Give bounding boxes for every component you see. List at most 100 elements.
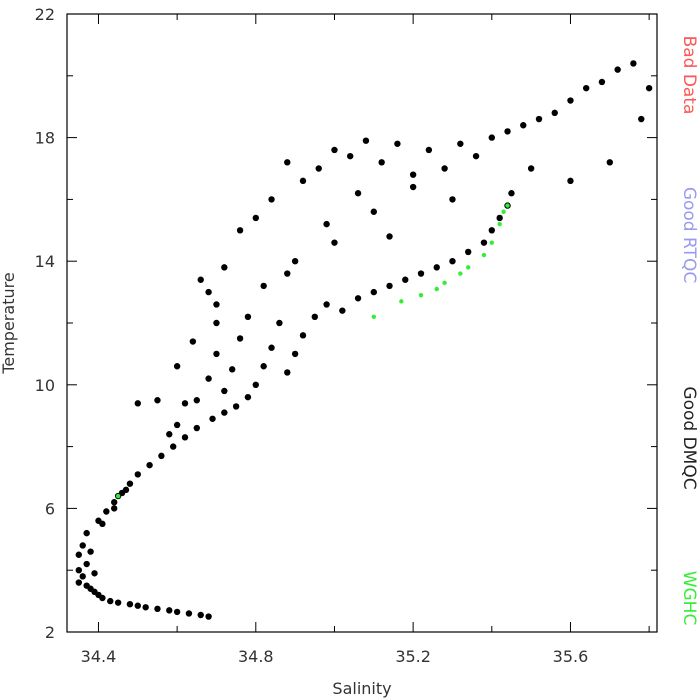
data-point xyxy=(311,313,318,321)
data-point xyxy=(291,258,299,265)
data-point xyxy=(173,608,181,616)
data-point xyxy=(481,252,487,258)
data-point xyxy=(458,271,463,276)
data-point xyxy=(122,486,130,494)
legend-entry: Good DMQC xyxy=(679,386,699,489)
data-point xyxy=(386,233,393,240)
data-point xyxy=(354,295,362,302)
data-point xyxy=(630,60,637,67)
legend-entry: Bad Data xyxy=(679,36,699,115)
data-point xyxy=(489,240,494,245)
data-point xyxy=(158,452,165,460)
data-point xyxy=(501,209,506,214)
data-point xyxy=(142,604,149,611)
data-point xyxy=(232,403,240,410)
data-point xyxy=(236,335,244,342)
data-point xyxy=(134,471,141,478)
data-point xyxy=(505,203,510,208)
data-point xyxy=(371,314,376,320)
data-point xyxy=(466,265,471,270)
data-point xyxy=(205,375,212,382)
data-point xyxy=(115,493,121,499)
data-point xyxy=(284,270,291,277)
data-point xyxy=(441,165,448,172)
data-point xyxy=(244,313,252,321)
data-point xyxy=(645,84,653,92)
data-point xyxy=(409,171,417,178)
data-point xyxy=(166,607,173,614)
data-point xyxy=(535,115,543,123)
x-tick-label: 34.4 xyxy=(81,647,117,666)
data-point xyxy=(87,548,94,555)
data-point xyxy=(614,66,621,73)
data-point xyxy=(339,307,346,314)
data-point xyxy=(433,264,440,271)
data-point xyxy=(354,190,362,197)
data-point xyxy=(126,600,134,608)
data-point xyxy=(213,319,220,327)
data-point xyxy=(252,214,259,222)
data-point xyxy=(197,276,204,283)
data-point xyxy=(83,560,90,568)
data-point xyxy=(315,165,322,172)
data-point xyxy=(221,387,228,395)
data-point xyxy=(91,570,98,577)
data-point xyxy=(434,286,439,292)
y-tick-label: 14 xyxy=(35,252,55,271)
data-point xyxy=(527,165,535,172)
data-point xyxy=(252,381,259,388)
data-point xyxy=(260,282,267,290)
data-point xyxy=(567,97,574,104)
data-point xyxy=(99,594,106,602)
data-point xyxy=(370,288,377,296)
data-point xyxy=(111,505,118,512)
data-point xyxy=(504,128,511,135)
data-point xyxy=(173,421,181,429)
axis-ticks xyxy=(67,13,657,633)
y-tick-label: 2 xyxy=(45,623,55,642)
data-point xyxy=(425,146,433,154)
data-point xyxy=(284,159,291,166)
data-point xyxy=(598,78,606,86)
data-point xyxy=(79,573,86,580)
data-point xyxy=(418,292,424,298)
data-point xyxy=(567,177,574,185)
data-point xyxy=(103,508,110,515)
data-point xyxy=(399,299,404,304)
data-point xyxy=(457,140,464,147)
data-point xyxy=(134,400,141,407)
data-point xyxy=(386,282,393,290)
data-point xyxy=(496,214,503,222)
data-point xyxy=(114,599,122,606)
data-point xyxy=(291,350,299,358)
data-point xyxy=(472,152,480,160)
y-tick-label: 10 xyxy=(35,376,55,395)
data-point xyxy=(508,190,515,197)
data-point xyxy=(465,248,472,256)
data-point xyxy=(299,177,307,185)
data-point xyxy=(480,239,488,246)
data-point xyxy=(99,520,106,528)
axis-tick-labels: 34.4 34.8 35.2 35.6 2 6 10 14 18 22 xyxy=(35,5,589,666)
plot-area xyxy=(66,13,658,633)
data-point xyxy=(606,159,613,166)
data-point xyxy=(409,183,417,191)
data-point xyxy=(276,319,283,327)
data-point xyxy=(205,288,212,296)
data-point xyxy=(323,301,330,308)
data-point xyxy=(331,146,338,154)
data-point xyxy=(181,400,189,407)
data-point xyxy=(402,276,409,283)
data-point xyxy=(378,159,385,166)
y-axis-title: Temperature xyxy=(0,272,18,374)
data-point xyxy=(299,332,307,339)
data-point xyxy=(520,122,527,129)
x-tick-label: 35.2 xyxy=(395,647,431,666)
data-point xyxy=(442,280,447,286)
data-point xyxy=(497,221,502,227)
data-point xyxy=(583,84,590,92)
data-point xyxy=(189,338,197,345)
y-tick-label: 6 xyxy=(45,499,55,518)
data-point xyxy=(166,431,173,438)
data-point xyxy=(284,369,291,376)
